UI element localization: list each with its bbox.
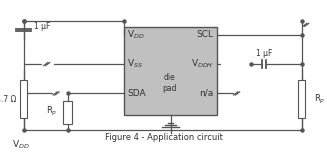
Text: 1 μF: 1 μF [34,22,50,31]
Bar [63,101,72,124]
Text: 4.7 Ω: 4.7 Ω [0,94,17,104]
Text: R$_p$: R$_p$ [46,105,58,118]
Bar [124,27,217,115]
Text: V$_{DDH}$: V$_{DDH}$ [191,58,214,70]
Text: Figure 4 - Application circuit: Figure 4 - Application circuit [105,133,222,142]
Text: n/a: n/a [199,89,214,98]
Text: die
pad: die pad [162,73,176,93]
Text: SDA: SDA [128,89,146,98]
Text: R$_p$: R$_p$ [314,93,325,106]
Text: V$_{SS}$: V$_{SS}$ [128,58,144,70]
Bar [298,80,305,118]
Text: 1 μF: 1 μF [256,49,272,58]
Bar [20,80,27,118]
Text: V$_{DD}$: V$_{DD}$ [128,28,145,41]
Text: SCL: SCL [197,30,214,39]
Text: V$_{DD}$: V$_{DD}$ [12,139,30,151]
